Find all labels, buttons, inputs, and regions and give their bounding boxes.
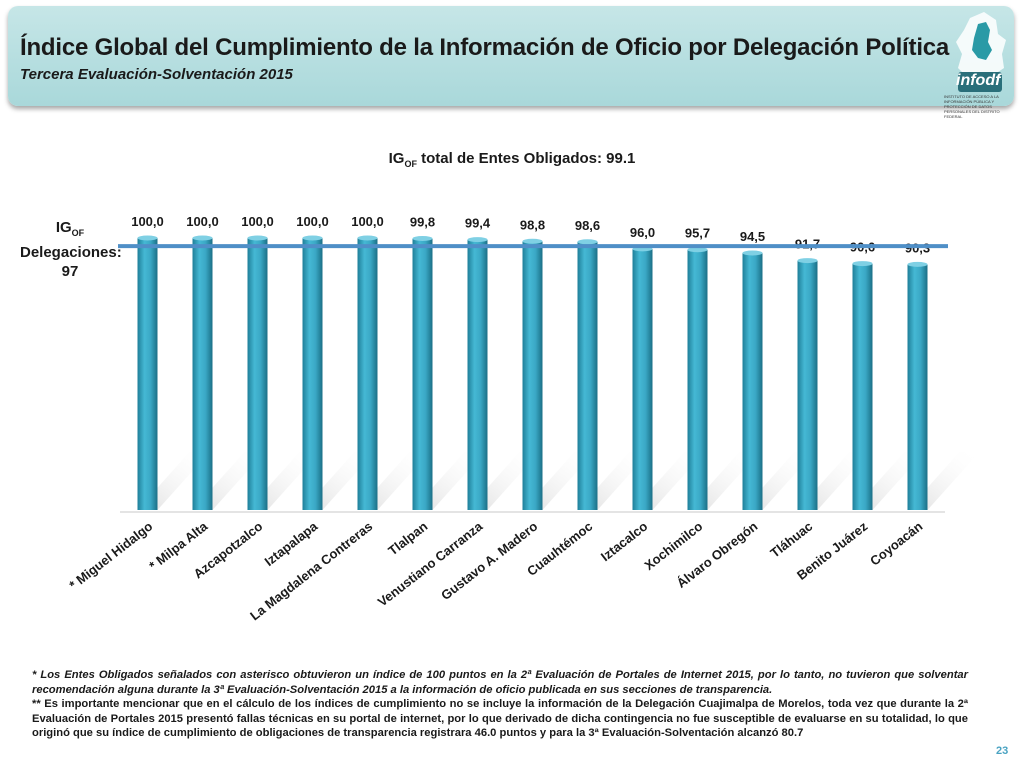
logo-subtext: INSTITUTO DE ACCESO A LA INFORMACIÓN PÚB… [944, 94, 1000, 119]
footnote-asterisk: * Los Entes Obligados señalados con aste… [32, 669, 968, 696]
bar [852, 263, 873, 510]
bar [687, 249, 708, 511]
bar-top [137, 235, 158, 241]
bar [742, 252, 763, 510]
data-label: 95,7 [685, 226, 710, 241]
data-label: 100,0 [186, 214, 219, 229]
category-label: Iztacalco [598, 519, 651, 565]
data-label: 99,4 [465, 216, 491, 231]
footnote-double-asterisk: ** Es importante mencionar que en el cál… [32, 698, 968, 739]
page-subtitle: Tercera Evaluación-Solventación 2015 [20, 66, 293, 83]
reference-label: IGOF Delegaciones: 97 [20, 219, 122, 280]
bar [247, 238, 268, 510]
bar-top [357, 235, 378, 241]
header-banner: Índice Global del Cumplimiento de la Inf… [8, 6, 1014, 106]
category-label: Coyoacán [867, 519, 925, 569]
data-label: 100,0 [351, 214, 384, 229]
bar [412, 238, 433, 510]
bar [192, 238, 213, 510]
bar [357, 238, 378, 510]
data-label: 96,0 [630, 225, 655, 240]
bar [302, 238, 323, 510]
bar-chart: 100,0 100,0 100,0 100,0 100,0 99,8 99,4 98,8 98,… [66, 214, 980, 623]
bar-top [852, 261, 873, 267]
bar-top [192, 235, 213, 241]
category-label: * Miguel Hidalgo [66, 519, 155, 593]
category-label: Gustavo A. Madero [438, 519, 540, 603]
data-label: 98,6 [575, 218, 600, 233]
bar [522, 241, 543, 510]
data-label: 99,8 [410, 215, 435, 230]
category-label: Tlalpan [385, 519, 430, 559]
logo-text: infodf [956, 72, 1001, 89]
bar-top [412, 236, 433, 242]
bar [137, 238, 158, 510]
data-label: 91,7 [795, 237, 820, 252]
data-label: 100,0 [296, 214, 329, 229]
footnote: * Los Entes Obligados señalados con aste… [32, 668, 968, 741]
bar [907, 264, 928, 510]
category-label: Tláhuac [767, 519, 815, 561]
bar-top [687, 247, 708, 253]
chart-title: IGOF total de Entes Obligados: 99.1 [388, 150, 636, 169]
data-label: 100,0 [131, 214, 164, 229]
bar-top [577, 239, 598, 245]
bar-top [302, 235, 323, 241]
bar-top [467, 237, 488, 243]
data-label: 94,5 [740, 229, 765, 244]
bar [797, 260, 818, 510]
data-label: 98,8 [520, 217, 545, 232]
bar-top [522, 238, 543, 244]
bar [577, 241, 598, 511]
bar [632, 248, 653, 510]
data-label: 100,0 [241, 214, 274, 229]
infodf-logo [956, 12, 1006, 92]
bar-top [247, 235, 268, 241]
page-number: 23 [996, 745, 1009, 757]
bar-top [907, 261, 928, 267]
category-label: Venustiano Carranza [375, 518, 486, 609]
bar [467, 239, 488, 510]
bar-top [742, 250, 763, 256]
bar-top [797, 258, 818, 264]
page-title: Índice Global del Cumplimiento de la Inf… [20, 34, 950, 61]
